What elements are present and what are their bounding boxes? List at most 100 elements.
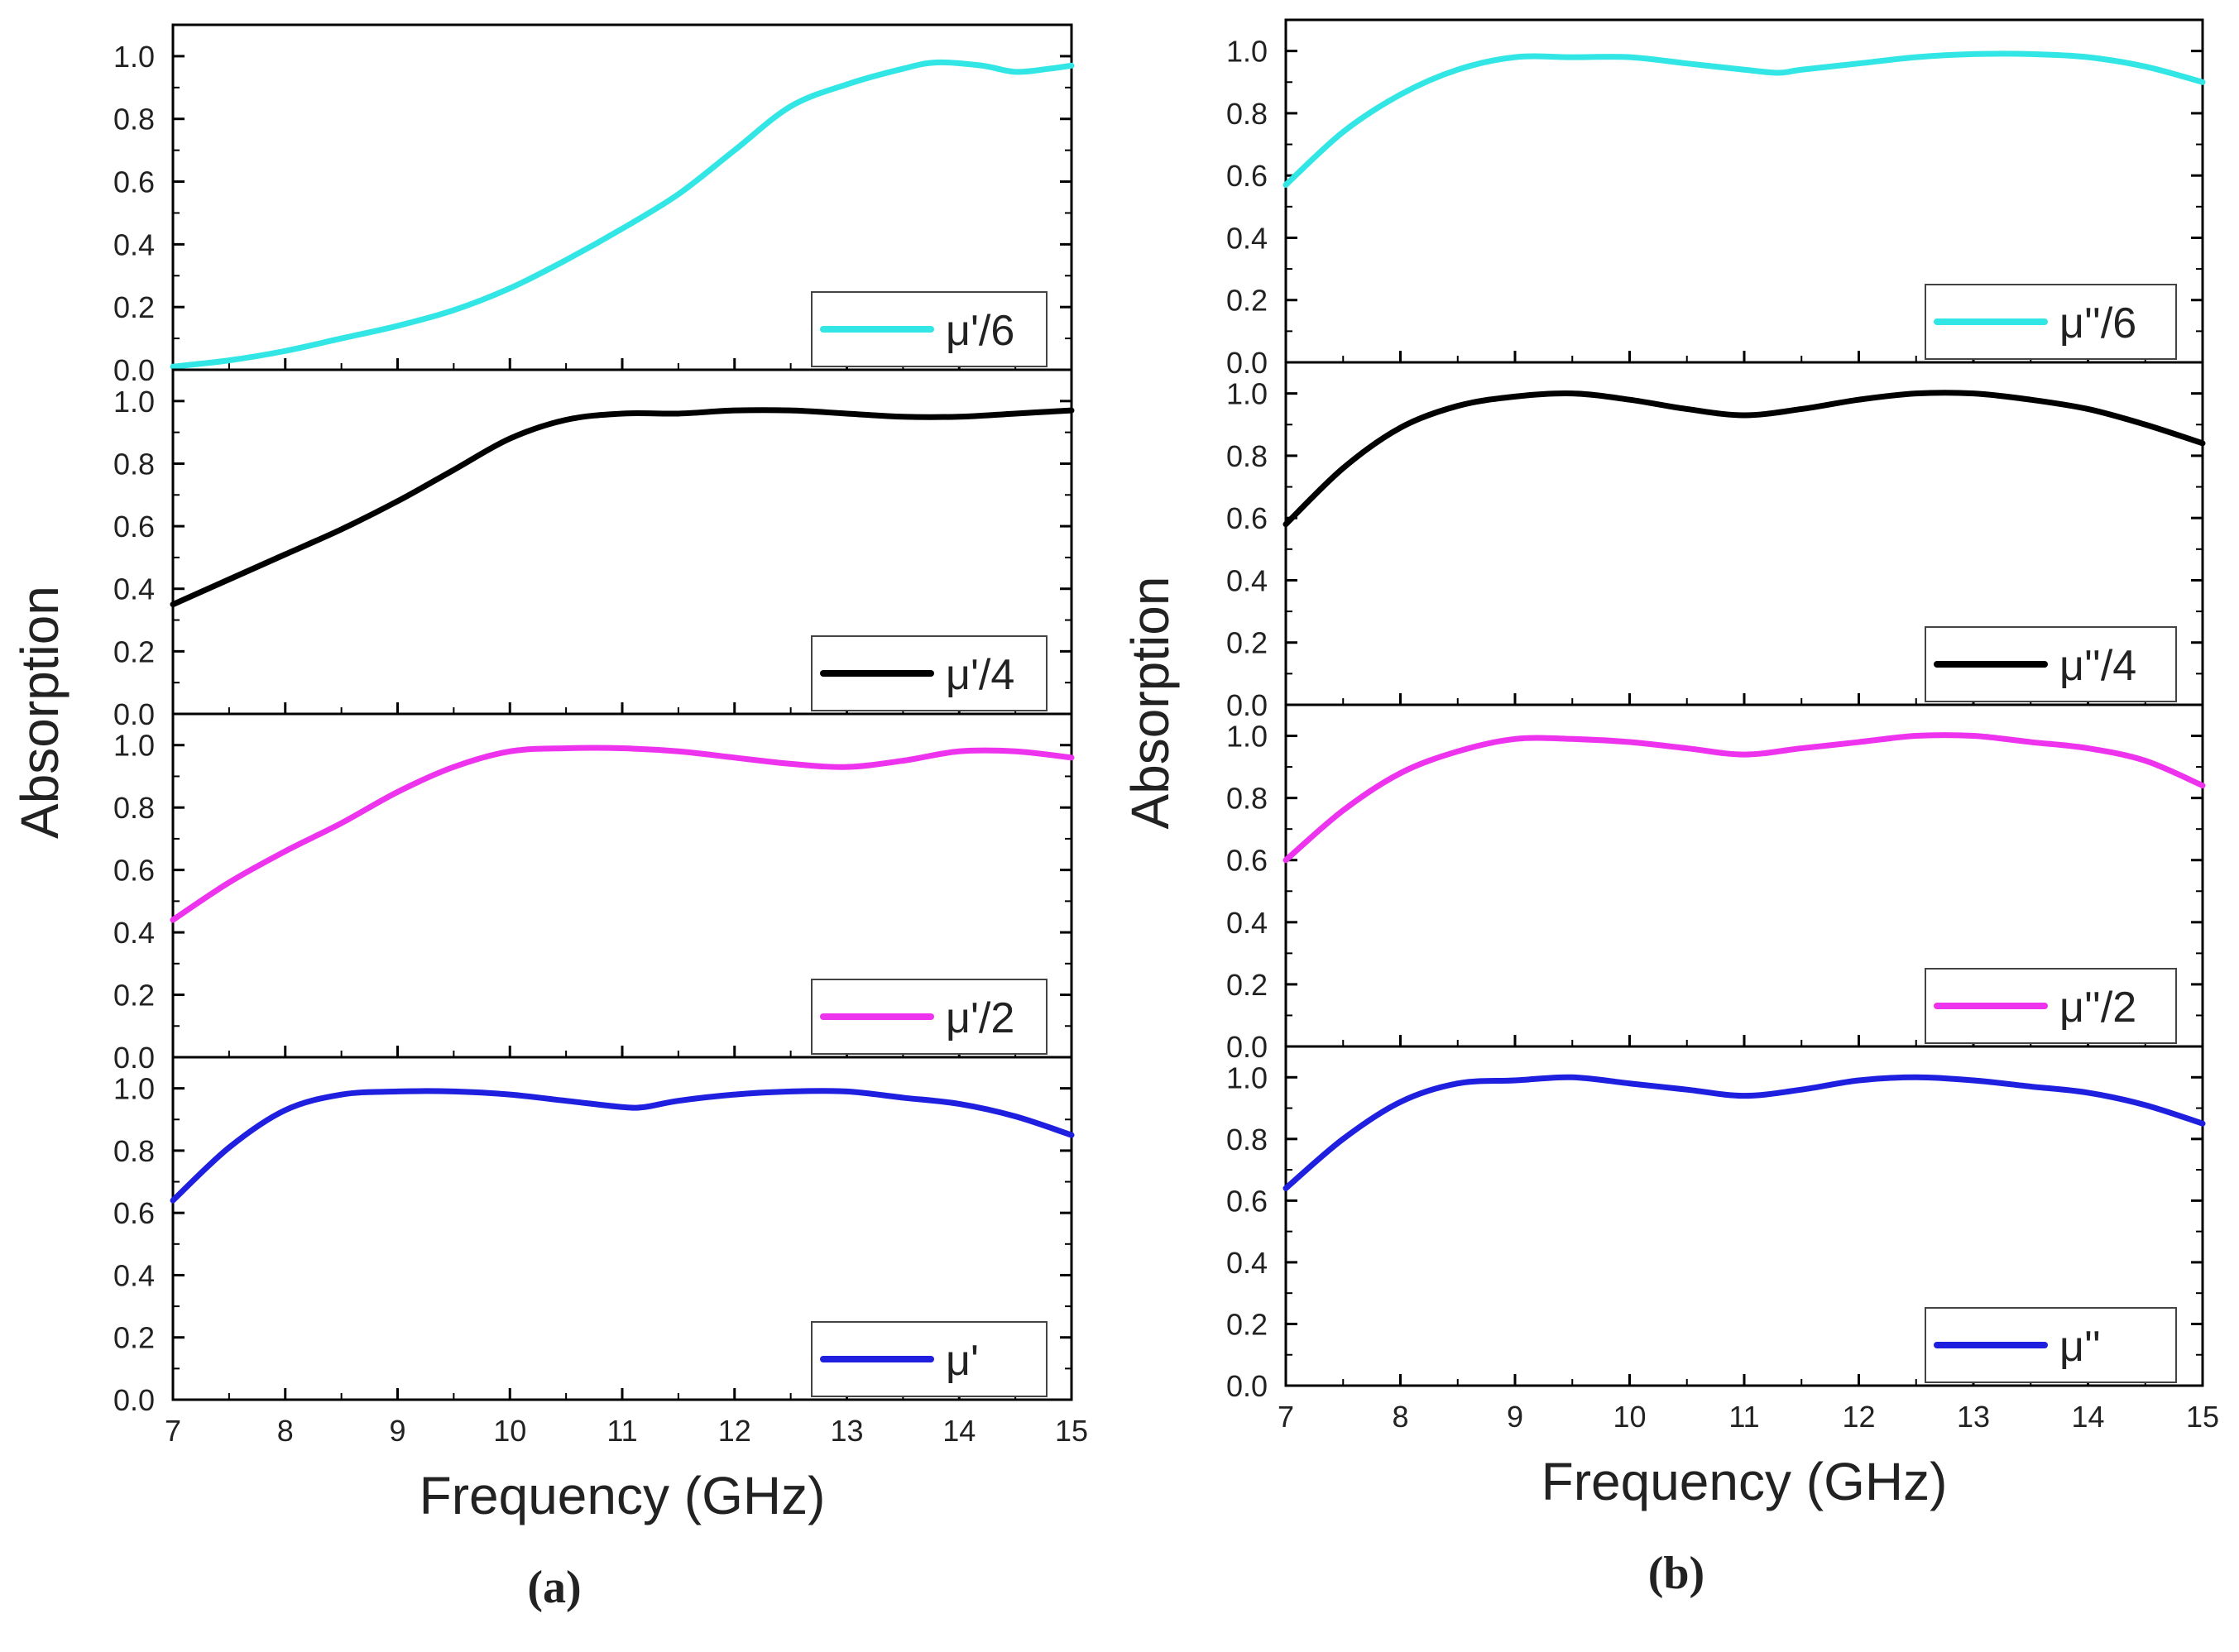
y-tick-label: 0.0	[113, 697, 155, 731]
legend-a-3: μ'/2	[811, 979, 1048, 1055]
y-tick-label: 0.2	[1226, 626, 1268, 660]
x-tick-label: 10	[1613, 1400, 1646, 1434]
x-tick-label: 9	[389, 1414, 405, 1448]
y-tick-label: 0.4	[113, 572, 155, 606]
x-tick-label: 8	[277, 1414, 294, 1448]
legend-a-1: μ'/6	[811, 291, 1048, 367]
legend-label: μ'/6	[946, 307, 1014, 355]
y-tick-label: 0.0	[113, 1383, 155, 1417]
y-tick-label: 0.6	[113, 510, 155, 543]
y-tick-label: 0.0	[113, 1041, 155, 1075]
x-tick-label: 7	[165, 1414, 181, 1448]
subplot-a-4: 0.0 0.2 0.4 0.6 0.8 1.0 μ' 7 8 9 10 11 12 13 14 15	[113, 1056, 1088, 1448]
series-line-b-2	[1283, 390, 2206, 528]
y-tick-label: 0.0	[1226, 346, 1268, 380]
y-tick-label: 1.0	[113, 729, 155, 763]
y-tick-label: 0.6	[113, 165, 155, 199]
subplot-b-2: 0.0 0.2 0.4 0.6 0.8 1.0 μ''/4	[1226, 361, 2206, 722]
y-tick-label: 0.8	[113, 791, 155, 825]
legend-label: μ'	[946, 1337, 979, 1385]
legend-label: μ'/4	[946, 651, 1014, 699]
y-axis-title: Absorption	[1120, 577, 1180, 830]
y-axis-title: Absorption	[10, 586, 70, 839]
x-tick-label: 7	[1278, 1400, 1294, 1434]
legend-label: μ''/6	[2059, 299, 2136, 347]
y-tick-label: 0.8	[113, 1134, 155, 1168]
legend-a-4: μ'	[811, 1321, 1048, 1397]
y-tick-label: 0.4	[1226, 906, 1268, 940]
x-tick-label: 8	[1392, 1400, 1408, 1434]
series-line-a-1	[170, 59, 1075, 370]
subplot-b-1: 0.0 0.2 0.4 0.6 0.8 1.0 μ''/6	[1226, 18, 2206, 380]
y-tick-label: 0.6	[113, 854, 155, 888]
y-tick-label: 1.0	[113, 40, 155, 74]
x-axis-title: Frequency (GHz)	[420, 1466, 826, 1525]
subplot-a-2: 0.0 0.2 0.4 0.6 0.8 1.0 μ'/4	[113, 368, 1075, 731]
y-tick-label: 0.8	[1226, 439, 1268, 473]
y-tick-label: 0.6	[1226, 1184, 1268, 1218]
x-tick-label: 11	[1728, 1400, 1759, 1434]
x-tick-label: 10	[493, 1414, 526, 1448]
y-tick-label: 0.2	[113, 979, 155, 1013]
series-line-b-4	[1283, 1074, 2206, 1191]
y-tick-label: 0.2	[1226, 284, 1268, 318]
series-line-b-3	[1283, 732, 2206, 864]
series-line-a-2	[170, 407, 1075, 608]
subplot-b-3: 0.0 0.2 0.4 0.6 0.8 1.0 μ''/2	[1226, 703, 2206, 1064]
y-tick-label: 0.4	[1226, 1246, 1268, 1280]
y-tick-label: 1.0	[1226, 720, 1268, 754]
y-tick-label: 1.0	[113, 385, 155, 419]
y-tick-label: 0.4	[1226, 221, 1268, 255]
y-tick-label: 0.6	[1226, 844, 1268, 878]
x-tick-label: 14	[2071, 1400, 2104, 1434]
legend-b-3: μ''/2	[1925, 968, 2177, 1044]
y-tick-label: 0.0	[113, 353, 155, 387]
y-tick-label: 0.8	[1226, 1123, 1268, 1156]
y-tick-label: 0.8	[113, 447, 155, 481]
legend-b-2: μ''/4	[1925, 626, 2177, 702]
y-tick-label: 0.6	[1226, 501, 1268, 535]
y-tick-label: 0.4	[113, 1258, 155, 1292]
panel-label: (a)	[527, 1562, 581, 1613]
panel-a: 0.0 0.2 0.4 0.6 0.8 1.0 μ'/6 0.0 0.2 0.4 0.6 0.8 1.0…	[10, 23, 1088, 1613]
y-tick-label: 0.4	[1226, 563, 1268, 597]
x-tick-label: 14	[942, 1414, 976, 1448]
y-tick-label: 1.0	[1226, 377, 1268, 411]
y-tick-label: 0.0	[1226, 688, 1268, 722]
y-tick-label: 0.8	[113, 103, 155, 136]
panel-b: 0.0 0.2 0.4 0.6 0.8 1.0 μ''/6 0.0 0.2 0.4 0.6 0.8 1.…	[1120, 18, 2219, 1599]
y-tick-label: 0.2	[113, 1321, 155, 1355]
x-tick-label: 12	[718, 1414, 751, 1448]
series-line-a-4	[170, 1088, 1075, 1204]
y-tick-label: 0.0	[1226, 1030, 1268, 1064]
y-tick-label: 0.8	[1226, 97, 1268, 131]
x-tick-label: 11	[606, 1414, 637, 1448]
legend-b-1: μ''/6	[1925, 284, 2177, 360]
series-line-b-1	[1283, 50, 2206, 188]
x-tick-label: 15	[1055, 1414, 1088, 1448]
x-tick-label: 15	[2186, 1400, 2219, 1434]
y-tick-label: 0.6	[113, 1196, 155, 1230]
subplot-a-3: 0.0 0.2 0.4 0.6 0.8 1.0 μ'/2	[113, 712, 1075, 1075]
y-tick-label: 0.8	[1226, 782, 1268, 816]
subplot-a-1: 0.0 0.2 0.4 0.6 0.8 1.0 μ'/6	[113, 23, 1075, 387]
y-tick-label: 0.6	[1226, 159, 1268, 193]
legend-label: μ''/4	[2059, 642, 2136, 690]
y-tick-label: 1.0	[1226, 1061, 1268, 1094]
y-tick-label: 0.2	[113, 634, 155, 668]
y-tick-label: 0.0	[1226, 1369, 1268, 1403]
y-tick-label: 1.0	[1226, 35, 1268, 69]
legend-label: μ''/2	[2059, 984, 2136, 1032]
x-tick-label: 9	[1507, 1400, 1523, 1434]
x-tick-label: 13	[830, 1414, 863, 1448]
y-tick-label: 0.4	[113, 227, 155, 261]
legend-b-4: μ''	[1925, 1307, 2177, 1383]
y-tick-label: 1.0	[113, 1072, 155, 1106]
x-tick-label: 13	[1957, 1400, 1990, 1434]
x-tick-label: 12	[1842, 1400, 1875, 1434]
y-tick-label: 0.2	[1226, 1307, 1268, 1341]
legend-a-2: μ'/4	[811, 635, 1048, 711]
legend-label: μ''	[2059, 1323, 2101, 1371]
subplot-b-4: 0.0 0.2 0.4 0.6 0.8 1.0 μ'' 7 8 9 10 11 12 13 14 15	[1226, 1045, 2219, 1434]
